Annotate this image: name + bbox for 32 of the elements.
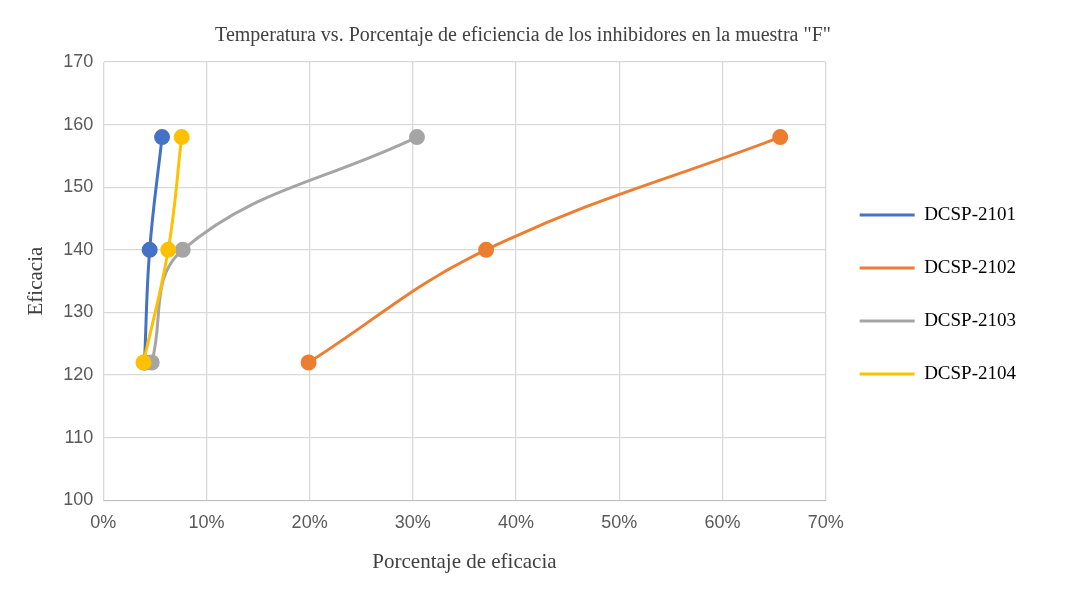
y-tick-label: 140: [63, 238, 94, 259]
y-tick-label: 120: [63, 363, 94, 384]
chart-title: Temperatura vs. Porcentaje de eficiencia de los inhibidores en la muestra "F": [215, 23, 831, 47]
x-tick-label: 70%: [807, 511, 844, 532]
y-tick-label: 110: [64, 426, 94, 447]
point: [478, 241, 495, 258]
y-axis-title: Eficacia: [23, 246, 48, 316]
point: [173, 129, 190, 146]
x-axis-title: Porcentaje de eficacia: [372, 548, 558, 573]
x-tick-label: 30%: [394, 511, 431, 532]
x-tick-label: 0%: [90, 511, 117, 532]
legend-label: DCSP-2101: [924, 202, 1016, 224]
x-tick-label: 10%: [188, 511, 225, 532]
point: [154, 129, 171, 146]
x-tick-label: 40%: [498, 511, 535, 532]
y-tick-label: 170: [63, 50, 94, 71]
legend-label: DCSP-2102: [924, 255, 1016, 277]
point: [772, 129, 789, 146]
point: [408, 129, 425, 146]
y-tick-label: 100: [63, 489, 94, 510]
legend-label: DCSP-2104: [924, 361, 1017, 383]
x-tick-label: 50%: [601, 511, 638, 532]
y-tick-label: 130: [63, 301, 94, 322]
point: [141, 241, 158, 258]
x-tick-label: 60%: [704, 511, 741, 532]
x-tick-label: 20%: [291, 511, 328, 532]
y-tick-label: 160: [63, 113, 94, 134]
point: [300, 354, 317, 371]
legend-label: DCSP-2103: [924, 308, 1016, 330]
point: [160, 241, 177, 258]
y-tick-label: 150: [63, 176, 94, 197]
point: [174, 241, 191, 258]
